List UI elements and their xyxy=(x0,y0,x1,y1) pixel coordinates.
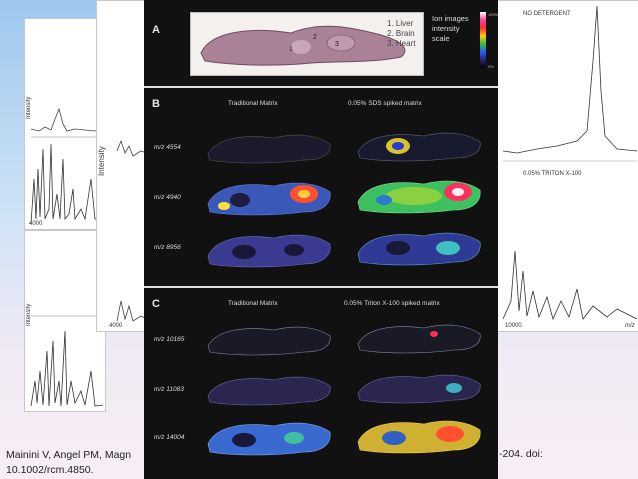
scale-bottom-label: 0% xyxy=(488,64,494,69)
ion-image-figure: A 3 2 1 1. Liver 2. Brain 3. Heart Ion i… xyxy=(144,0,498,479)
legend-heart: 3. Heart xyxy=(387,39,416,48)
panel-c-row-label-2: m/z 11083 xyxy=(154,386,184,393)
left-spectrum-top-plot xyxy=(30,107,104,225)
mid-x-tick: 4000 xyxy=(109,323,123,329)
scale-top-label: 100% xyxy=(488,12,499,17)
panel-b-row-label-3: m/z 8956 xyxy=(154,244,181,251)
legend-liver: 1. Liver xyxy=(387,19,414,28)
mid-left-spectrum-panel: Intensity 4000 xyxy=(96,0,148,332)
ion-image-c1-triton xyxy=(357,324,481,354)
right-spectrum-panel: NO DETERGENT 0.05% TRITON X-100 10000 m/… xyxy=(496,0,638,332)
tissue-section-photo: 3 2 1 1. Liver 2. Brain 3. Heart xyxy=(190,12,424,76)
panel-a: A 3 2 1 1. Liver 2. Brain 3. Heart Ion i… xyxy=(144,0,498,84)
right-bottom-label: 0.05% TRITON X-100 xyxy=(523,171,582,177)
legend-brain: 2. Brain xyxy=(387,29,415,38)
panel-c-letter: C xyxy=(152,298,160,310)
panel-divider-1 xyxy=(144,86,498,88)
left-spectrum-x-tick: 4000 xyxy=(29,221,43,227)
ion-image-b3-sds xyxy=(357,232,481,266)
citation-line-2: 10.1002/rcm.4850. xyxy=(6,464,94,476)
panel-c-left-header: Traditional Matrix xyxy=(228,300,278,307)
panel-b-row-label-1: m/z 4554 xyxy=(154,144,181,151)
panel-c-row-label-3: m/z 14004 xyxy=(154,434,185,441)
left-spectrum-bottom-plot xyxy=(30,315,104,407)
right-spectrum-plot xyxy=(502,5,638,321)
left-spectrum-panel-top: Intensity 4000 xyxy=(24,18,106,230)
panel-a-letter: A xyxy=(152,24,160,36)
panel-c-row-label-1: m/z 10165 xyxy=(154,336,185,343)
right-x-tick: 10000 xyxy=(505,323,522,329)
ion-image-c3-traditional xyxy=(207,422,331,456)
ion-image-b1-sds xyxy=(357,132,481,162)
panel-c: C Traditional Matrix 0.05% Triton X-100 … xyxy=(144,288,498,479)
intensity-color-bar xyxy=(480,12,486,68)
left-spectrum-y-label: Intensity xyxy=(26,96,32,119)
left-spectrum-panel-bottom: Intensity xyxy=(24,230,106,412)
citation: Mainini V, Angel PM, Magn 10.1002/rcm.48… xyxy=(6,448,131,478)
ion-image-c3-triton xyxy=(357,420,481,454)
whole-body-section-image: 3 2 1 xyxy=(200,25,406,66)
citation-line-1-end: -204. doi: xyxy=(499,448,543,460)
panel-b-letter: B xyxy=(152,98,160,110)
ion-image-b3-traditional xyxy=(207,234,331,268)
svg-text:3: 3 xyxy=(335,41,339,48)
intensity-scale-title: Ion images intensity scale xyxy=(432,14,469,43)
ion-image-b2-sds xyxy=(357,180,481,214)
left-spectrum-y-label-2: Intensity xyxy=(26,303,32,326)
citation-line-1: Mainini V, Angel PM, Magn xyxy=(6,449,132,461)
right-x-unit: m/z xyxy=(625,323,635,329)
panel-b: B Traditional Matrix 0.05% SDS spiked ma… xyxy=(144,88,498,284)
ion-image-b2-traditional xyxy=(207,182,331,216)
svg-text:2: 2 xyxy=(313,34,317,41)
ion-image-b1-traditional xyxy=(207,134,331,164)
panel-b-row-label-2: m/z 4940 xyxy=(154,194,181,201)
mid-y-label: Intensity xyxy=(97,146,106,176)
panel-divider-2 xyxy=(144,286,498,288)
ion-image-c1-traditional xyxy=(207,326,331,356)
mid-left-spectrum-plot xyxy=(116,139,147,322)
panel-b-left-header: Traditional Matrix xyxy=(228,100,278,107)
panel-b-right-header: 0.05% SDS spiked matrix xyxy=(348,100,422,107)
right-top-label: NO DETERGENT xyxy=(523,11,571,17)
ion-image-c2-traditional xyxy=(207,376,331,406)
panel-c-right-header: 0.05% Triton X-100 spiked matrix xyxy=(344,300,440,307)
ion-image-c2-triton xyxy=(357,374,481,404)
svg-text:1: 1 xyxy=(289,46,293,53)
